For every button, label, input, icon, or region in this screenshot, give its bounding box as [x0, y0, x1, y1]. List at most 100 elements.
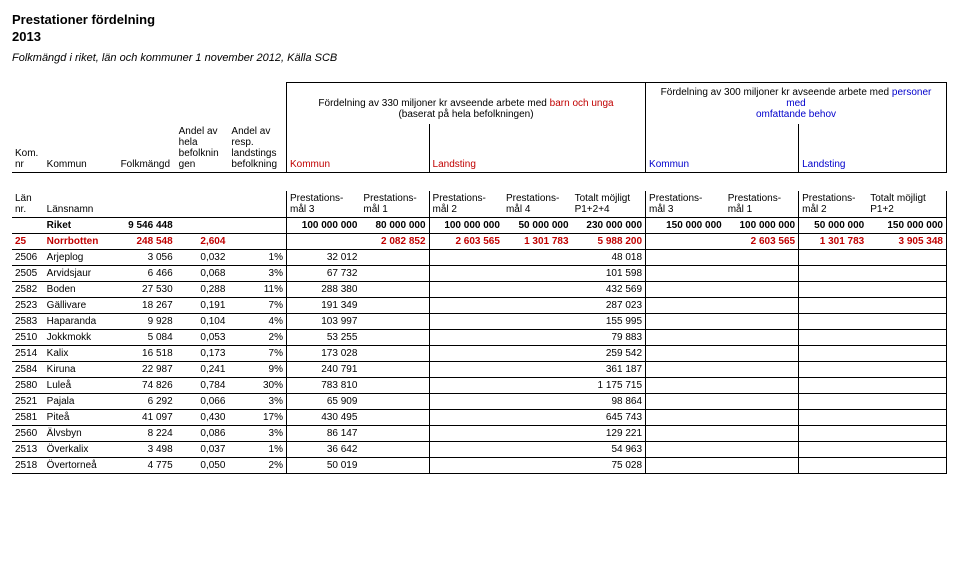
cell [725, 441, 799, 457]
cell [360, 265, 429, 281]
cell [503, 281, 572, 297]
cell: 0,241 [176, 361, 229, 377]
table-row: 2513Överkalix3 4980,0371%36 64254 963 [12, 441, 947, 457]
cell [799, 265, 868, 281]
cell [867, 345, 946, 361]
cell [725, 457, 799, 473]
cell [429, 377, 503, 393]
cell [429, 441, 503, 457]
cell: 50 019 [287, 457, 361, 473]
cell: 2% [228, 457, 286, 473]
cell: Övertorneå [44, 457, 118, 473]
nb-a1: 2,604 [176, 233, 229, 249]
sh-tot12: Totalt möjligt P1+2 [867, 191, 946, 218]
cell [429, 345, 503, 361]
cell: 17% [228, 409, 286, 425]
group1-text: Fördelning av 330 miljoner kr avseende a… [318, 98, 613, 120]
cell [867, 393, 946, 409]
cell: 32 012 [287, 249, 361, 265]
cell [799, 377, 868, 393]
cell [646, 313, 725, 329]
cell [646, 409, 725, 425]
riket-v5: 100 000 000 [287, 217, 361, 233]
cell [867, 457, 946, 473]
hdr-andel1: Andel av hela befolknin gen [176, 124, 229, 173]
table-row: 2560Älvsbyn8 2240,0863%86 147129 221 [12, 425, 947, 441]
cell [646, 377, 725, 393]
cell: 2581 [12, 409, 44, 425]
hdr-landsting2: Landsting [799, 124, 947, 173]
cell: 2582 [12, 281, 44, 297]
cell: 75 028 [572, 457, 646, 473]
cell: 2514 [12, 345, 44, 361]
cell [360, 313, 429, 329]
cell: 22 987 [118, 361, 176, 377]
cell: 67 732 [287, 265, 361, 281]
sh-p1: Prestations- mål 1 [360, 191, 429, 218]
cell: 18 267 [118, 297, 176, 313]
cell: 430 495 [287, 409, 361, 425]
cell: 0,104 [176, 313, 229, 329]
cell: 432 569 [572, 281, 646, 297]
cell [867, 409, 946, 425]
cell: 1 175 715 [572, 377, 646, 393]
riket-v6: 80 000 000 [360, 217, 429, 233]
cell [725, 425, 799, 441]
cell [799, 393, 868, 409]
cell: 3% [228, 393, 286, 409]
cell: 36 642 [287, 441, 361, 457]
nb-name: Norrbotten [44, 233, 118, 249]
cell: 287 023 [572, 297, 646, 313]
cell: 2583 [12, 313, 44, 329]
cell [799, 329, 868, 345]
cell: 1% [228, 441, 286, 457]
cell: 7% [228, 345, 286, 361]
cell: Luleå [44, 377, 118, 393]
cell: Piteå [44, 409, 118, 425]
cell: 191 349 [287, 297, 361, 313]
hdr-landsting: Landsting [429, 124, 646, 173]
cell [429, 393, 503, 409]
cell: 65 909 [287, 393, 361, 409]
hdr-kommun: Kommun [44, 124, 118, 173]
cell: 3% [228, 265, 286, 281]
hdr-folkm: Folkmängd [118, 124, 176, 173]
cell [429, 265, 503, 281]
cell: Kalix [44, 345, 118, 361]
cell [646, 425, 725, 441]
cell: Arjeplog [44, 249, 118, 265]
table-row: 2505Arvidsjaur6 4660,0683%67 732101 598 [12, 265, 947, 281]
hdr-andel2: Andel av resp. landstings befolkning [228, 124, 286, 173]
group-header-row: Fördelning av 330 miljoner kr avseende a… [12, 82, 947, 124]
cell [799, 409, 868, 425]
cell [503, 425, 572, 441]
cell [360, 345, 429, 361]
cell: 4% [228, 313, 286, 329]
cell: Gällivare [44, 297, 118, 313]
nb-v13: 3 905 348 [867, 233, 946, 249]
cell [799, 361, 868, 377]
cell: Haparanda [44, 313, 118, 329]
cell [867, 377, 946, 393]
cell [799, 441, 868, 457]
cell [799, 457, 868, 473]
cell [503, 345, 572, 361]
cell [867, 361, 946, 377]
cell: 101 598 [572, 265, 646, 281]
cell: 30% [228, 377, 286, 393]
sh-tot124: Totalt möjligt P1+2+4 [572, 191, 646, 218]
cell [867, 281, 946, 297]
cell: 1% [228, 249, 286, 265]
cell: 54 963 [572, 441, 646, 457]
cell [429, 249, 503, 265]
cell: Älvsbyn [44, 425, 118, 441]
cell [360, 361, 429, 377]
cell: 9 928 [118, 313, 176, 329]
cell: 2560 [12, 425, 44, 441]
cell [725, 265, 799, 281]
cell [503, 329, 572, 345]
cell: 2580 [12, 377, 44, 393]
cell: 7% [228, 297, 286, 313]
cell: 3% [228, 425, 286, 441]
cell: Arvidsjaur [44, 265, 118, 281]
